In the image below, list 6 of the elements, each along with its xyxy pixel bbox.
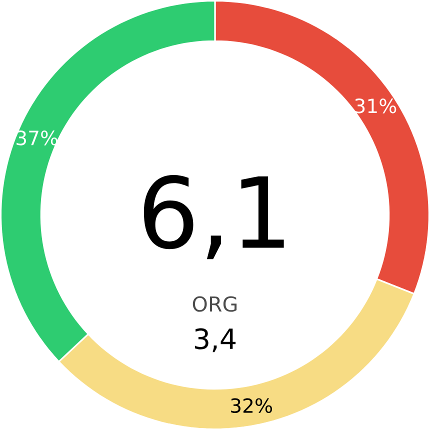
- text: ORG: [192, 296, 237, 312]
- data-label: 32%: [231, 398, 272, 414]
- text: 6,1: [144, 175, 284, 260]
- data-label: 37%: [16, 130, 58, 146]
- data-label: 31%: [355, 98, 396, 114]
- text: 3,4: [194, 328, 236, 352]
